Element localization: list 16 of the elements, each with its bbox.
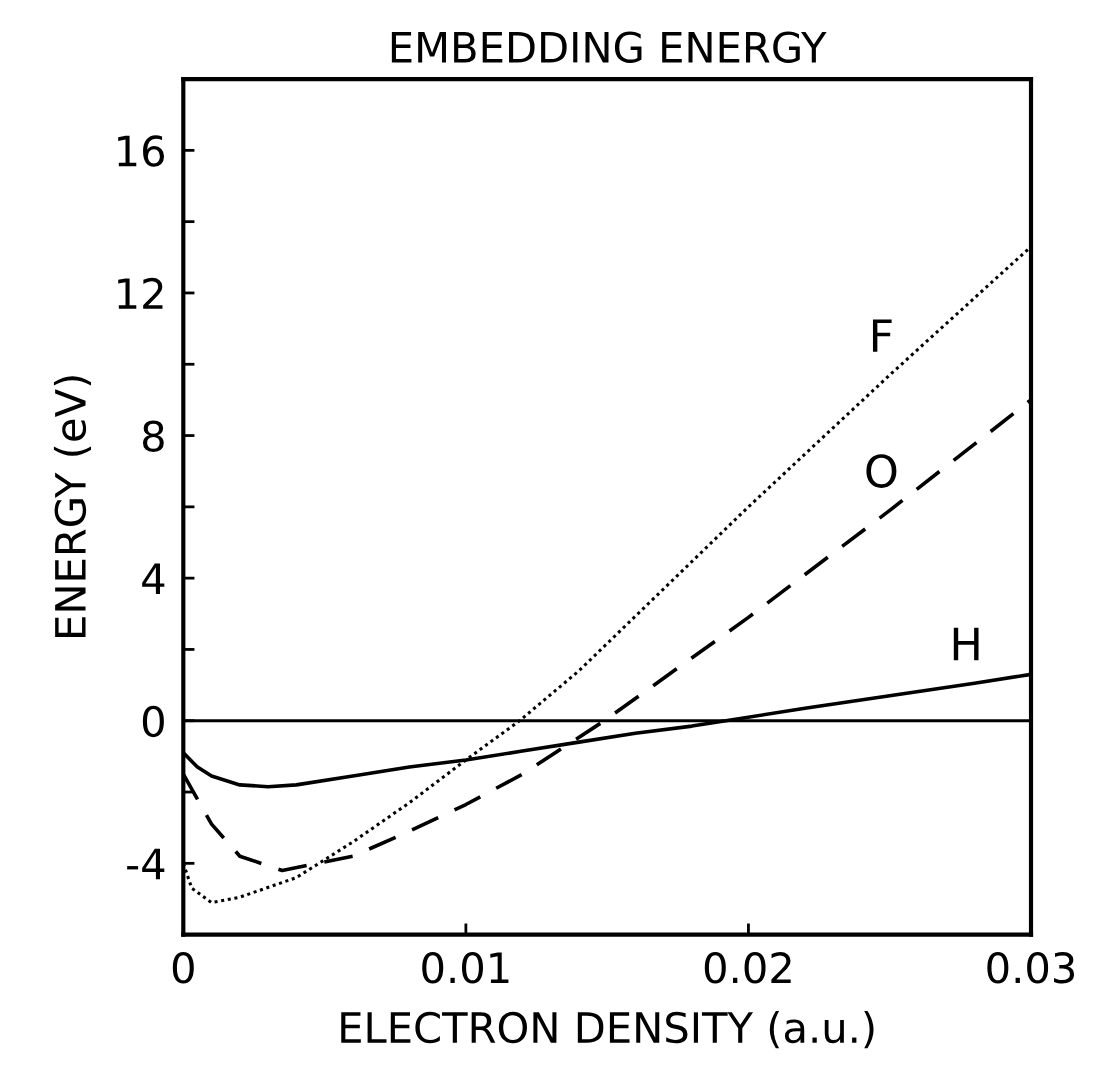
series-label: H xyxy=(953,627,979,661)
y-tick-label: 0 xyxy=(142,705,164,738)
x-tick-label: 0 xyxy=(172,952,194,984)
y-tick-label: -4 xyxy=(127,848,165,880)
series-label: F xyxy=(872,319,892,352)
x-axis-title: ELECTRON DENSITY (a.u.) xyxy=(341,1011,874,1049)
y-tick-label: 4 xyxy=(142,563,165,594)
x-tick-label: 0.02 xyxy=(704,952,791,984)
series-label: O xyxy=(866,454,897,488)
x-tick-label: 0.01 xyxy=(422,952,509,984)
y-tick-label: 12 xyxy=(118,277,163,309)
x-tick-label: 0.03 xyxy=(987,952,1075,984)
y-tick-label: 8 xyxy=(142,420,164,452)
y-tick-label: 16 xyxy=(118,135,165,167)
y-axis-title: ENERGY (eV) xyxy=(53,376,92,637)
chart-title: EMBEDDING ENERGY xyxy=(391,31,827,63)
